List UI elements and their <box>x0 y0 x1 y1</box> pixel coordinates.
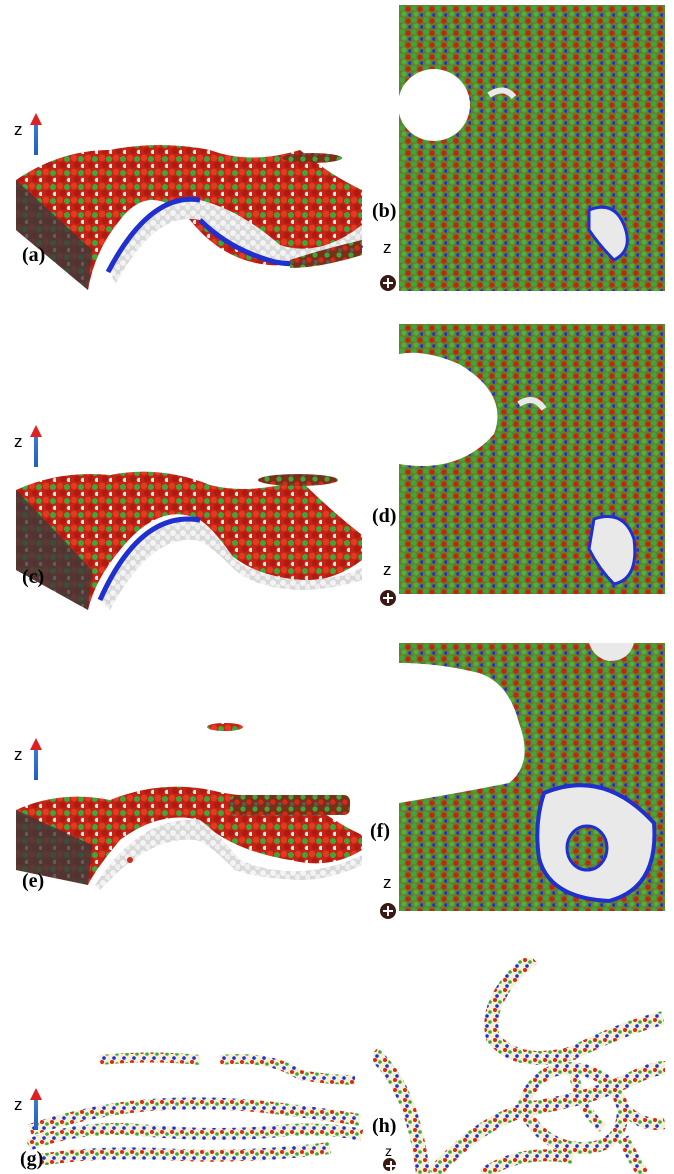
membrane-top-view-d <box>399 324 665 594</box>
z-axis-arrow-icon <box>30 1088 42 1130</box>
z-axis-label: z <box>383 560 392 579</box>
z-axis-arrow-icon <box>30 113 42 155</box>
tubule-network-side-view-g <box>25 1052 364 1166</box>
panel-c-side-view <box>0 440 370 620</box>
label-h: (h) <box>372 1115 397 1137</box>
membrane-top-view-f <box>399 643 665 911</box>
z-axis-arrow-icon <box>30 738 42 780</box>
z-axis-label: z <box>385 1143 392 1159</box>
panel-g-side-view <box>0 1020 370 1174</box>
z-axis-arrow-icon <box>30 425 42 467</box>
panel-f-top-view <box>399 643 665 911</box>
panel-h-top-view <box>373 958 665 1174</box>
panel-a-side-view <box>0 0 370 300</box>
z-axis-label: z <box>14 432 23 451</box>
into-page-axis-icon <box>383 1158 396 1171</box>
membrane-side-view-e <box>16 723 362 890</box>
z-axis-label: z <box>383 873 392 892</box>
panel-b-top-view <box>399 5 665 291</box>
label-g: (g) <box>20 1148 44 1170</box>
z-axis-label: z <box>383 238 392 257</box>
label-d: (d) <box>372 505 397 527</box>
panel-d-top-view <box>399 324 665 594</box>
into-page-axis-icon <box>380 275 396 291</box>
label-c: (c) <box>22 566 45 588</box>
membrane-side-view-c <box>16 471 362 610</box>
membrane-top-view-b <box>399 5 665 291</box>
label-f: (f) <box>370 820 390 842</box>
label-a: (a) <box>22 244 46 266</box>
panel-e-side-view <box>0 710 370 890</box>
z-axis-label: z <box>14 1095 23 1114</box>
into-page-axis-icon <box>380 590 396 606</box>
label-e: (e) <box>22 870 45 892</box>
z-axis-label: z <box>14 120 23 139</box>
membrane-side-view-a <box>16 145 364 290</box>
z-axis-label: z <box>14 745 23 764</box>
into-page-axis-icon <box>380 903 396 919</box>
label-b: (b) <box>372 200 397 222</box>
tubule-network-top-view-h <box>373 958 665 1174</box>
